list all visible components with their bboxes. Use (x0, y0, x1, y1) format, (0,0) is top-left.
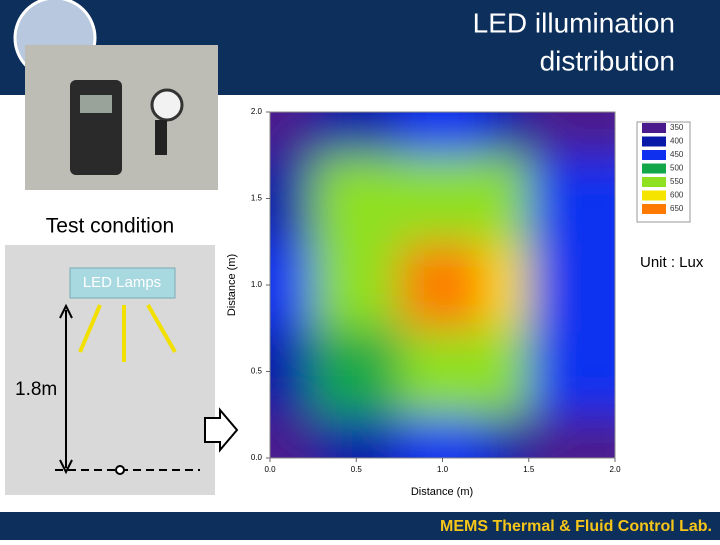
contour-cell (399, 328, 487, 416)
contour-cell (313, 328, 401, 416)
y-tick-label: 0.5 (251, 367, 263, 376)
x-tick-label: 2.0 (609, 465, 621, 474)
y-tick-label: 1.5 (251, 194, 263, 203)
contour-cell (270, 328, 315, 416)
x-tick-label: 0.0 (264, 465, 276, 474)
x-tick-label: 1.0 (437, 465, 449, 474)
contour-area (270, 112, 615, 458)
contour-cell (270, 155, 315, 243)
y-tick-label: 2.0 (251, 107, 263, 116)
contour-cell (270, 241, 315, 330)
contour-cell (270, 112, 315, 157)
title: LED illumination (473, 7, 675, 38)
hollow-arrow (204, 407, 239, 453)
contour-cell (399, 155, 487, 243)
legend-swatch (642, 136, 666, 147)
contour-fill (270, 112, 615, 458)
legend-label: 400 (670, 137, 684, 146)
y-tick-label: 1.0 (251, 280, 263, 289)
legend-swatch (642, 150, 666, 160)
contour-cell (399, 241, 487, 330)
contour-cell (313, 241, 401, 330)
legend-swatch (642, 204, 666, 214)
contour-cell (313, 112, 401, 157)
legend-swatch (642, 123, 666, 133)
x-axis-label: Distance (m) (411, 486, 473, 498)
test-caption: Test condition (46, 215, 174, 238)
legend-label: 500 (670, 164, 684, 173)
x-tick-label: 0.5 (351, 465, 363, 474)
legend-label: 450 (670, 150, 684, 159)
legend-label: 650 (670, 204, 684, 213)
contour-cell (528, 155, 615, 243)
contour-cell (528, 328, 615, 416)
title: distribution (540, 45, 675, 76)
legend-label: 550 (670, 177, 684, 186)
y-axis-label: Distance (m) (226, 254, 238, 316)
x-tick-label: 1.5 (523, 465, 535, 474)
contour-cell (313, 155, 401, 243)
unit-label: Unit : Lux (640, 254, 704, 271)
height-arrow (55, 303, 200, 475)
lamp-label: LED Lamps (83, 274, 161, 291)
y-tick-label: 0.0 (251, 453, 263, 462)
height-label: 1.8m (15, 379, 57, 400)
lamp-box (69, 267, 176, 299)
legend-swatch (642, 190, 666, 201)
footer-band (0, 512, 720, 540)
contour-cell (528, 112, 615, 157)
legend-label: 600 (670, 191, 684, 200)
contour-cell (399, 112, 487, 157)
legend-swatch (642, 177, 666, 187)
meter-photo (25, 45, 218, 190)
footer: MEMS Thermal & Fluid Control Lab. (440, 518, 712, 535)
contour-cell (528, 241, 615, 330)
legend-label: 350 (670, 123, 684, 132)
legend-swatch (642, 163, 666, 174)
light-rays (78, 304, 177, 362)
